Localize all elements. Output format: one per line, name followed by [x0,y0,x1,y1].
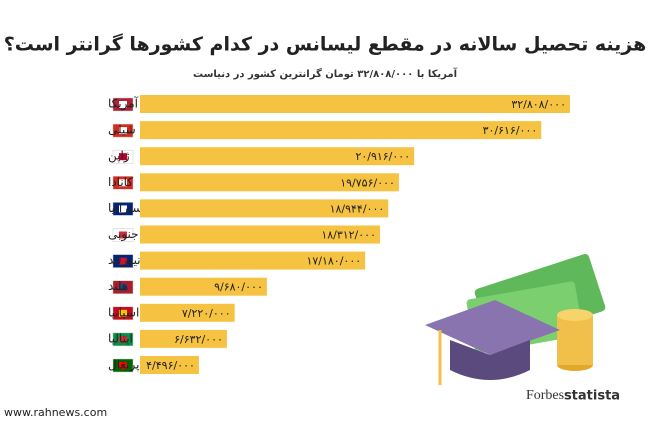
value-label: ۱۷/۱۸۰/۰۰۰ [306,255,361,268]
decoration [425,253,606,385]
flag [119,309,127,317]
category-label: پرتغال [108,358,139,373]
value-label: ۳۰/۶۱۶/۰۰۰ [483,124,538,137]
source: statista [564,389,620,404]
value-label: ۴/۴۹۶/۰۰۰ [146,359,195,372]
bar [140,121,542,140]
bar [140,356,199,374]
category-label: ایتالیا [108,331,133,345]
category-label: کانادا [108,175,133,189]
bar [140,303,235,322]
bar [140,147,415,166]
flag [119,362,127,369]
flag [119,257,127,265]
value-label: ۶/۶۳۲/۰۰۰ [174,333,223,346]
value-label: ۱۹/۷۵۶/۰۰۰ [340,176,395,189]
category-label: نیوزلند [108,253,141,268]
bar [140,277,267,296]
flag [119,153,127,161]
category-label: اسپانیا [108,305,139,319]
category-label: استرالیا [108,201,146,216]
value-label: ۲۰/۹۱۶/۰۰۰ [355,150,410,163]
flag [119,283,127,291]
value-label: ۹/۶۸۰/۰۰۰ [214,281,263,294]
category-label: ژاپن [108,149,130,164]
bar [140,199,389,218]
flag [119,205,127,213]
flag [119,231,127,239]
bar [140,173,399,192]
value-label: ۱۸/۹۴۴/۰۰۰ [330,202,385,215]
flag [119,101,127,108]
value-label: ۷/۲۲۰/۰۰۰ [182,307,231,320]
bar [140,251,366,270]
bar [140,95,570,113]
website: www.rahnews.com [4,406,107,419]
value-label: ۱۸/۳۱۲/۰۰۰ [321,229,376,242]
bar [140,225,381,244]
chart-subtitle: آمریکا با ۳۲/۸۰۸/۰۰۰ تومان گرانترین کشور… [193,67,458,80]
source: Forbes [526,388,564,403]
category-label: شیلی [108,123,136,137]
value-label: ۳۲/۸۰۸/۰۰۰ [511,98,566,111]
flag [119,179,127,187]
flag [119,127,127,135]
chart-title: هزینه تحصیل سالانه در مقطع لیسانس در کدا… [4,33,647,56]
flag [119,335,127,343]
bar [140,329,227,348]
category-label: هلند [108,279,128,293]
